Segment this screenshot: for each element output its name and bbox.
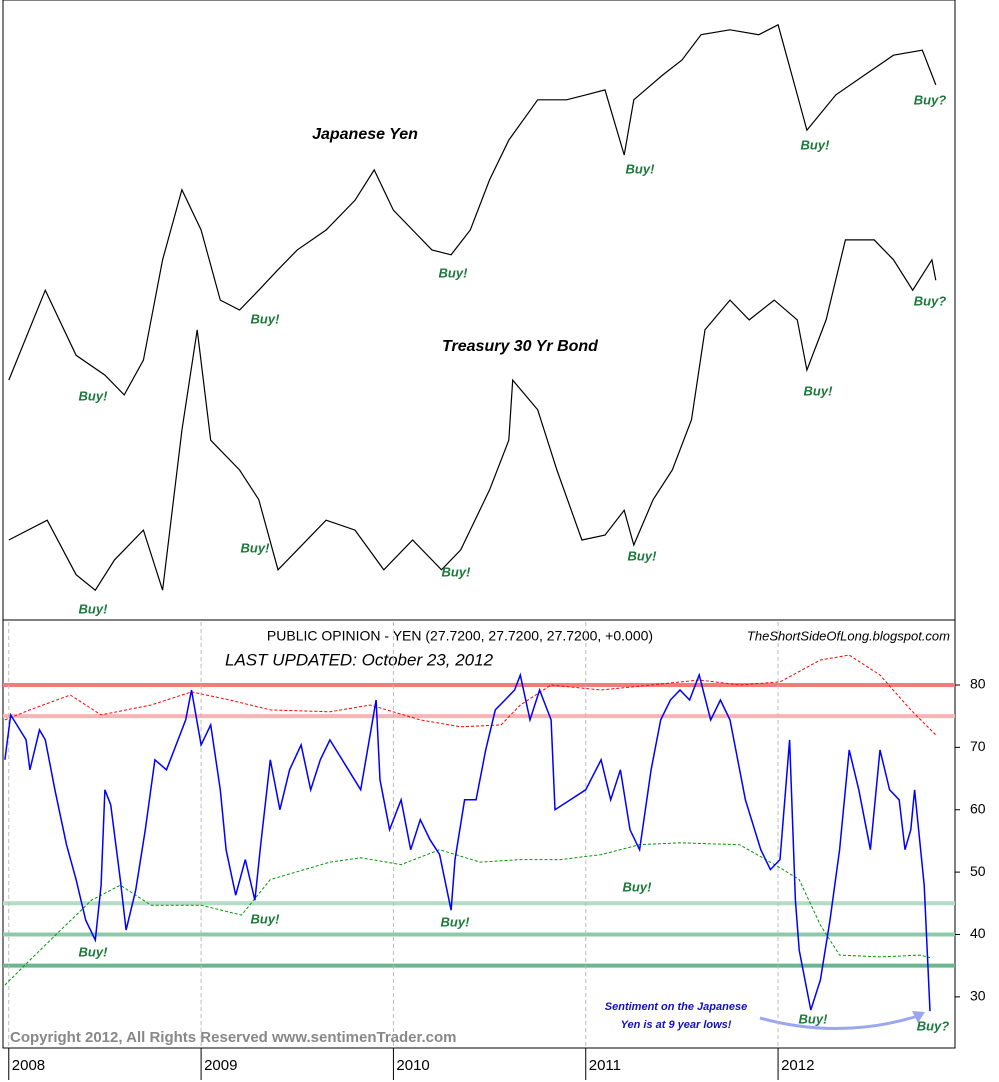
annotation: Buy!: [628, 548, 658, 563]
x-tick-label: 2008: [12, 1057, 45, 1074]
annotation: Buy!: [626, 161, 656, 176]
annotation: Buy!: [801, 137, 831, 152]
chart-title: PUBLIC OPINION - YEN (27.7200, 27.7200, …: [267, 628, 653, 644]
note: Sentiment on the Japanese: [605, 1001, 747, 1013]
note: Yen is at 9 year lows!: [621, 1019, 732, 1031]
annotation: Buy!: [799, 1011, 829, 1026]
subtitle: LAST UPDATED: October 23, 2012: [225, 650, 494, 669]
copyright: Copyright 2012, All Rights Reserved www.…: [10, 1029, 457, 1046]
y-tick-label: 40: [970, 925, 986, 941]
y-tick-label: 80: [970, 676, 986, 692]
series-line: [8, 239, 937, 592]
y-tick-label: 70: [970, 738, 986, 754]
annotation: Buy!: [79, 601, 109, 616]
annotation: Buy!: [442, 564, 472, 579]
y-tick-label: 50: [970, 863, 986, 879]
y-tick-label: 30: [970, 988, 986, 1004]
annotation: Buy?: [917, 1018, 950, 1033]
x-tick-label: 2009: [204, 1057, 237, 1074]
annotation: Buy!: [804, 383, 834, 398]
y-tick-label: 60: [970, 800, 986, 816]
series-label: Treasury 30 Yr Bond: [442, 338, 599, 355]
annotation: Buy!: [79, 388, 109, 403]
series-line: [4, 672, 931, 1012]
annotation: Buy!: [623, 879, 653, 894]
annotation: Buy!: [251, 911, 281, 926]
annotation: Buy!: [441, 914, 471, 929]
frame: [2, 0, 956, 1049]
x-tick-label: 2012: [781, 1057, 814, 1074]
annotation: Buy!: [79, 944, 109, 959]
x-tick-label: 2010: [396, 1057, 429, 1074]
series-line: [4, 654, 937, 736]
x-tick-label: 2011: [589, 1057, 621, 1074]
annotation: Buy!: [439, 265, 469, 280]
series-label: Japanese Yen: [312, 126, 418, 143]
annotation: Buy?: [914, 293, 947, 308]
credit: TheShortSideOfLong.blogspot.com: [747, 628, 950, 643]
annotation: Buy?: [914, 92, 947, 107]
series-line: [4, 842, 931, 986]
arrow-head: [912, 1011, 925, 1023]
annotation: Buy!: [241, 540, 271, 555]
annotation: Buy!: [251, 311, 281, 326]
series-line: [8, 23, 937, 396]
